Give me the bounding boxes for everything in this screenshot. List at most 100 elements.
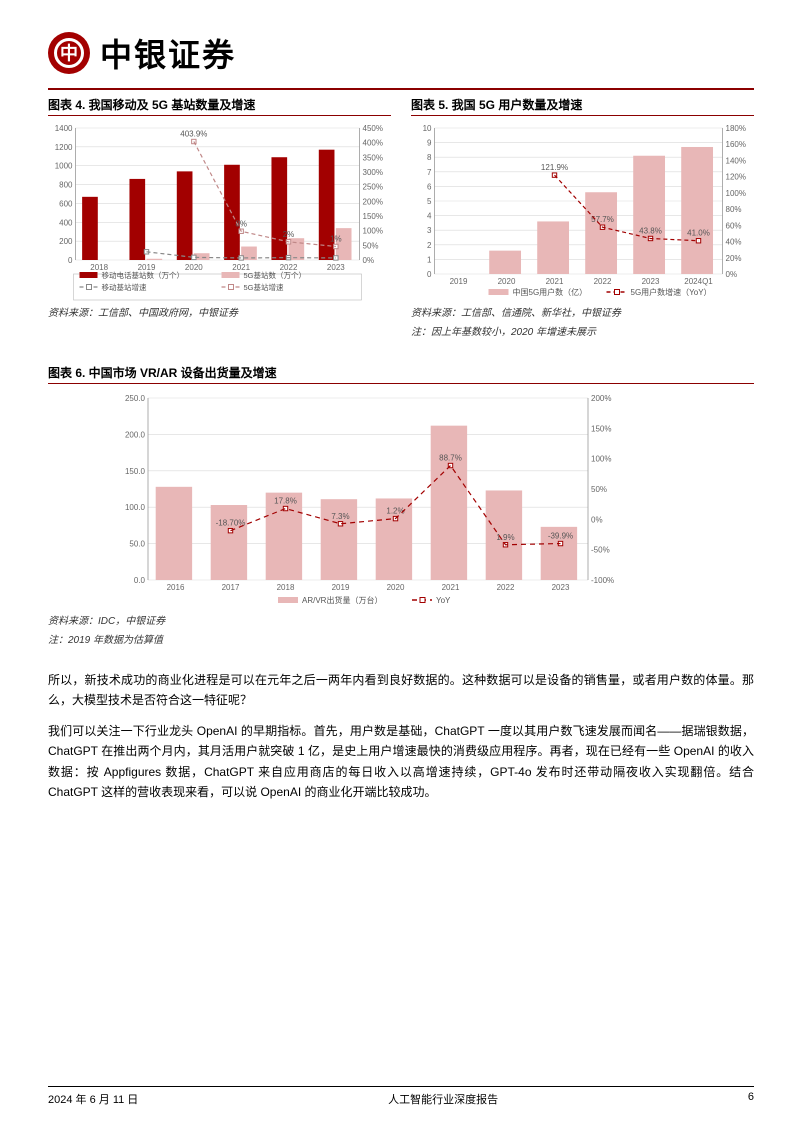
svg-text:8: 8 xyxy=(427,153,432,162)
svg-text:160%: 160% xyxy=(726,140,746,149)
svg-text:2018: 2018 xyxy=(277,583,295,592)
svg-text:200%: 200% xyxy=(363,197,383,206)
svg-text:6: 6 xyxy=(427,182,432,191)
svg-text:2022: 2022 xyxy=(594,277,612,286)
svg-text:2019: 2019 xyxy=(450,277,468,286)
svg-text:1400: 1400 xyxy=(55,124,73,133)
svg-text:AR/VR出货量（万台）: AR/VR出货量（万台） xyxy=(302,595,382,605)
svg-text:180%: 180% xyxy=(726,124,746,133)
svg-text:250%: 250% xyxy=(363,183,383,192)
svg-text:2: 2 xyxy=(427,241,432,250)
footer-center: 人工智能行业深度报告 xyxy=(388,1091,498,1107)
chart5-block: 图表 5. 我国 5G 用户数量及增速 0123456789100%20%40%… xyxy=(411,94,754,340)
svg-text:2024Q1: 2024Q1 xyxy=(684,277,713,286)
svg-text:1: 1 xyxy=(427,255,432,264)
svg-text:9: 9 xyxy=(427,139,432,148)
svg-text:403.9%: 403.9% xyxy=(180,130,207,139)
svg-text:300%: 300% xyxy=(363,168,383,177)
svg-text:20%: 20% xyxy=(726,254,742,263)
svg-text:100%: 100% xyxy=(726,189,746,198)
svg-text:0%: 0% xyxy=(363,256,375,265)
svg-text:250.0: 250.0 xyxy=(125,394,146,403)
svg-text:2016: 2016 xyxy=(167,583,185,592)
chart5-note: 注：因上年基数较小，2020 年增速未展示 xyxy=(411,325,754,340)
svg-text:88.7%: 88.7% xyxy=(439,454,462,463)
svg-text:5G基站增速: 5G基站增速 xyxy=(244,282,285,292)
svg-text:2023: 2023 xyxy=(642,277,660,286)
svg-text:-39.9%: -39.9% xyxy=(548,532,573,541)
svg-text:7: 7 xyxy=(427,168,432,177)
chart4-canvas: 02004006008001000120014000%50%100%150%20… xyxy=(48,122,391,302)
svg-text:3: 3 xyxy=(427,226,432,235)
svg-text:10: 10 xyxy=(423,124,432,133)
boc-logo-icon: 中 xyxy=(48,32,90,74)
svg-text:50%: 50% xyxy=(363,241,379,250)
svg-text:0: 0 xyxy=(68,256,73,265)
svg-text:2023: 2023 xyxy=(327,263,345,272)
svg-text:17.8%: 17.8% xyxy=(274,497,297,506)
body-p2: 我们可以关注一下行业龙头 OpenAI 的早期指标。首先，用户数是基础，Chat… xyxy=(48,721,754,803)
svg-text:2020: 2020 xyxy=(185,263,203,272)
footer-page: 6 xyxy=(748,1091,754,1107)
svg-text:60%: 60% xyxy=(726,221,742,230)
svg-text:200%: 200% xyxy=(591,394,611,403)
svg-text:140%: 140% xyxy=(726,156,746,165)
svg-text:80%: 80% xyxy=(726,205,742,214)
header: 中 中银证券 xyxy=(48,30,754,76)
svg-text:1.2%: 1.2% xyxy=(386,507,404,516)
chart4-title: 图表 4. 我国移动及 5G 基站数量及增速 xyxy=(48,94,391,116)
svg-text:1000: 1000 xyxy=(55,162,73,171)
svg-text:2023: 2023 xyxy=(552,583,570,592)
svg-text:-100%: -100% xyxy=(591,576,614,585)
svg-text:200.0: 200.0 xyxy=(125,430,146,439)
svg-text:5G用户数增速（YoY）: 5G用户数增速（YoY） xyxy=(631,287,712,297)
chart5-title: 图表 5. 我国 5G 用户数量及增速 xyxy=(411,94,754,116)
chart6-source: 资料来源：IDC，中银证券 xyxy=(48,614,754,629)
svg-text:YoY: YoY xyxy=(436,596,451,605)
svg-text:100.0: 100.0 xyxy=(125,503,146,512)
svg-text:400%: 400% xyxy=(363,139,383,148)
svg-text:400: 400 xyxy=(59,218,73,227)
chart6-block: 图表 6. 中国市场 VR/AR 设备出货量及增速 0.0 50.0 100.0 15… xyxy=(48,362,754,648)
svg-text:2020: 2020 xyxy=(387,583,405,592)
body-text: 所以，新技术成功的商业化进程是可以在元年之后一两年内看到良好数据的。这种数据可以… xyxy=(48,670,754,802)
svg-text:43.8%: 43.8% xyxy=(639,226,662,235)
svg-text:1200: 1200 xyxy=(55,143,73,152)
chart6-note: 注：2019 年数据为估算值 xyxy=(48,633,754,648)
svg-text:2021: 2021 xyxy=(546,277,564,286)
svg-text:1%: 1% xyxy=(330,234,342,243)
body-p1: 所以，新技术成功的商业化进程是可以在元年之后一两年内看到良好数据的。这种数据可以… xyxy=(48,670,754,711)
svg-text:2019: 2019 xyxy=(332,583,350,592)
svg-text:200: 200 xyxy=(59,237,73,246)
svg-text:800: 800 xyxy=(59,181,73,190)
svg-text:41.0%: 41.0% xyxy=(687,229,710,238)
svg-text:2020: 2020 xyxy=(498,277,516,286)
svg-text:2021: 2021 xyxy=(442,583,460,592)
svg-text:0.0: 0.0 xyxy=(134,576,146,585)
chart6-canvas: 0.0 50.0 100.0 150.0 200.0 250.0 -100% -50% 0% 50… xyxy=(108,390,628,610)
svg-text:2017: 2017 xyxy=(222,583,240,592)
svg-text:40%: 40% xyxy=(726,238,742,247)
chart6-title: 图表 6. 中国市场 VR/AR 设备出货量及增速 xyxy=(48,362,754,384)
svg-text:7.3%: 7.3% xyxy=(331,512,349,521)
svg-text:移动基站增速: 移动基站增速 xyxy=(102,282,147,292)
svg-text:600: 600 xyxy=(59,199,73,208)
svg-text:2022: 2022 xyxy=(497,583,515,592)
svg-text:50%: 50% xyxy=(591,485,607,494)
svg-text:50.0: 50.0 xyxy=(129,540,145,549)
chart4-source: 资料来源：工信部、中国政府网，中银证券 xyxy=(48,306,391,321)
svg-text:-50%: -50% xyxy=(591,546,610,555)
svg-text:0: 0 xyxy=(427,270,432,279)
svg-text:150.0: 150.0 xyxy=(125,467,146,476)
footer-date: 2024 年 6 月 11 日 xyxy=(48,1091,138,1107)
svg-text:150%: 150% xyxy=(591,424,611,433)
svg-text:5G基站数（万个）: 5G基站数（万个） xyxy=(244,270,307,280)
svg-text:100%: 100% xyxy=(591,455,611,464)
svg-text:0%: 0% xyxy=(591,515,603,524)
header-divider xyxy=(48,88,754,90)
svg-text:0%: 0% xyxy=(726,270,738,279)
svg-text:121.9%: 121.9% xyxy=(541,163,568,172)
svg-text:1.9%: 1.9% xyxy=(496,533,514,542)
svg-text:150%: 150% xyxy=(363,212,383,221)
chart5-canvas: 0123456789100%20%40%60%80%100%120%140%16… xyxy=(411,122,754,302)
